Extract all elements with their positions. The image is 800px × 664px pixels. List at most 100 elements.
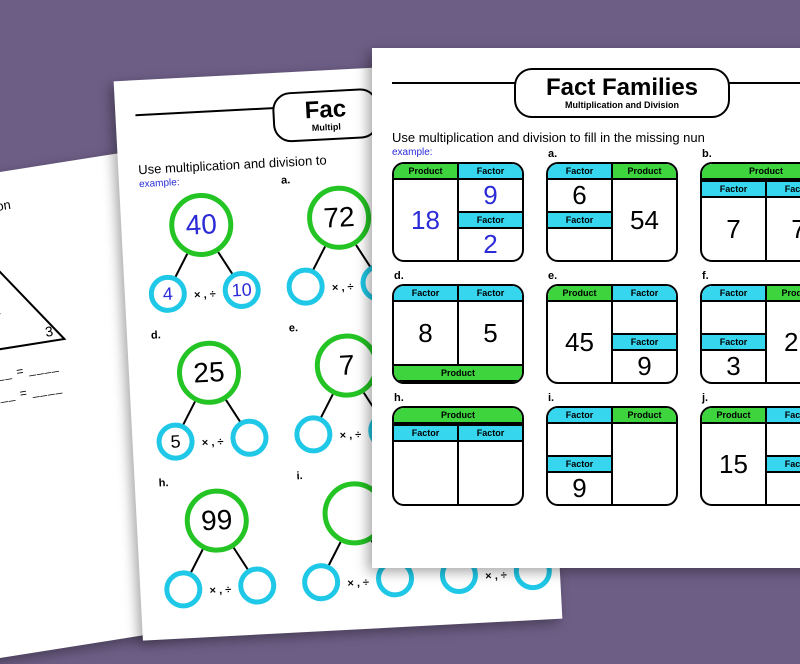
factor-value: [459, 442, 522, 504]
factor-header: Factor: [459, 286, 522, 302]
factor-header: Factor: [459, 426, 522, 442]
fact-family-box: ProductFactorFactor: [392, 406, 524, 506]
factor-value: 2: [459, 229, 522, 260]
fact-box-cell: i.FactorFactor9Product: [546, 406, 678, 506]
product-header: Product: [394, 164, 457, 180]
factor-circle: [163, 569, 203, 609]
factor-value: 9: [459, 180, 522, 211]
factor-value: 6: [548, 180, 611, 211]
circle-fact-cell: d.255× , ÷: [147, 338, 273, 462]
box-problem-grid: Product18Factor9Factor2a.Factor6FactorPr…: [392, 162, 800, 506]
factor-value: 7: [702, 198, 765, 260]
factor-value: 9: [548, 473, 611, 504]
factor-value: 8: [394, 302, 457, 364]
factor-circle: [230, 418, 270, 458]
ops-label: × , ÷: [202, 436, 224, 449]
fact-family-box: Product45FactorFactor9: [546, 284, 678, 384]
factor-value: 7: [767, 198, 800, 260]
problem-label: i.: [296, 470, 303, 482]
product-header: Product: [613, 408, 676, 424]
product-header: Product: [394, 366, 522, 382]
factor-value: 9: [613, 351, 676, 382]
worksheet-title: Fac: [304, 97, 347, 123]
factor-value: [702, 302, 765, 333]
factor-header: Factor: [548, 164, 611, 180]
factor-header: Factor: [767, 457, 800, 473]
factor-value: [394, 442, 457, 504]
fact-family-box: Factor6FactorProduct54: [546, 162, 678, 262]
factor-header: Factor: [702, 286, 765, 302]
worksheet-sheet-boxes: Fact Families Multiplication and Divisio…: [372, 48, 800, 568]
product-header: Product: [702, 408, 765, 424]
worksheet-subtitle: Multipl: [305, 121, 347, 133]
product-value: 15: [702, 424, 765, 504]
factor-header: Factor: [613, 335, 676, 351]
title-box: Fact Families Multiplication and Divisio…: [514, 68, 730, 118]
problem-label: i.: [548, 392, 554, 404]
worksheet-title: Fact Families: [546, 76, 698, 100]
factor-circle: [301, 562, 341, 602]
factor-header: Factor: [459, 213, 522, 229]
fact-box-cell: Product18Factor9Factor2: [392, 162, 524, 262]
problem-label: f.: [702, 270, 709, 282]
fact-family-box: FactorFactor9Product: [546, 406, 678, 506]
problem-label: j.: [702, 392, 708, 404]
fact-box-cell: b.ProductFactor7Factor7: [700, 162, 800, 262]
fact-box-cell: f.FactorFactor3Product21: [700, 284, 800, 384]
ops-label: × , ÷: [194, 288, 216, 301]
fact-family-box: FactorFactor3Product21: [700, 284, 800, 384]
ops-label: × , ÷: [347, 577, 369, 590]
product-header: Product: [613, 164, 676, 180]
fact-box-cell: j.Product15FactorFactor: [700, 406, 800, 506]
factor-circle: [237, 566, 277, 606]
example-label: example:: [392, 147, 800, 158]
factor-header: Factor: [548, 213, 611, 229]
factor-value: 3: [702, 351, 765, 382]
circle-fact-cell: 40410× , ÷: [140, 190, 266, 314]
factor-header: Factor: [702, 335, 765, 351]
factor-circle: 10: [222, 270, 262, 310]
factor-value: [548, 229, 611, 260]
factor-value: [767, 424, 800, 455]
product-value: 21: [767, 302, 800, 382]
factor-header: Factor: [548, 408, 611, 424]
product-circle: 25: [175, 339, 242, 406]
title-header: Fact Families Multiplication and Divisio…: [392, 68, 800, 118]
fact-family-box: Factor8Factor5 Product: [392, 284, 524, 384]
factor-header: Factor: [394, 286, 457, 302]
factor-header: Factor: [548, 457, 611, 473]
factor-value: 5: [459, 302, 522, 364]
ops-label: × , ÷: [332, 281, 354, 294]
fact-box-cell: d.Factor8Factor5Product: [392, 284, 524, 384]
problem-label: d.: [394, 270, 404, 282]
problem-label: a.: [281, 174, 291, 186]
title-box: Fac Multipl: [272, 88, 380, 143]
worksheet-subtitle: Multiplication and Division: [546, 100, 698, 110]
factor-value: [548, 424, 611, 455]
factor-header: Factor: [767, 182, 800, 198]
problem-label: e.: [548, 270, 557, 282]
factor-circle: 5: [156, 422, 196, 462]
factor-header: Factor: [702, 182, 765, 198]
problem-label: e.: [288, 322, 298, 334]
fact-triangle: 27 9 3 x, ÷: [0, 243, 71, 364]
product-header: Product: [394, 408, 522, 424]
product-value: 54: [613, 180, 676, 260]
factor-value: [767, 473, 800, 504]
instruction-text: Use multiplication and division to fill …: [392, 130, 800, 145]
ops-label: × , ÷: [485, 569, 507, 582]
fact-box-cell: e.Product45FactorFactor9: [546, 284, 678, 384]
fact-box-cell: h.ProductFactorFactor: [392, 406, 524, 506]
problem-label: h.: [394, 392, 404, 404]
factor-value: [613, 302, 676, 333]
fact-box-cell: a.Factor6FactorProduct54: [546, 162, 678, 262]
problem-label: h.: [158, 477, 168, 489]
product-value: 18: [394, 180, 457, 260]
factor-header: Factor: [767, 408, 800, 424]
problem-label: a.: [548, 148, 557, 160]
product-header: Product: [767, 286, 800, 302]
factor-circle: [286, 267, 326, 307]
factor-header: Factor: [613, 286, 676, 302]
ops-label: × , ÷: [209, 584, 231, 597]
factor-circle: 4: [148, 274, 188, 314]
